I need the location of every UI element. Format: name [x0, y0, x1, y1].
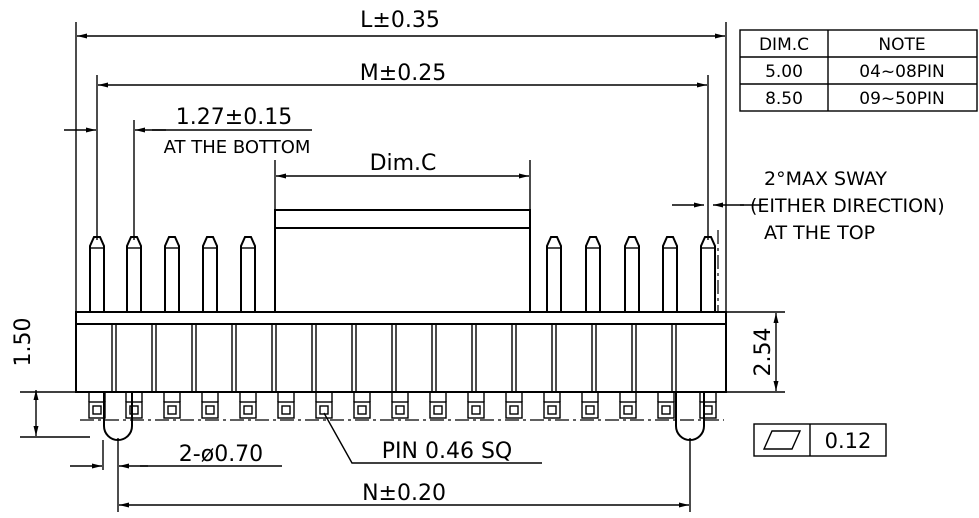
- pin-tail: [277, 392, 295, 419]
- pin-tail: [201, 392, 219, 419]
- pin-tail: [657, 392, 675, 419]
- pin-tip: [624, 236, 640, 312]
- overall-length-label: L±0.35: [360, 8, 440, 33]
- pin-tail: [353, 392, 371, 419]
- mount-span-label: N±0.20: [362, 481, 446, 506]
- pin-tip: [662, 236, 678, 312]
- pitch-note: AT THE BOTTOM: [164, 137, 311, 158]
- pins-bottom: [88, 392, 717, 419]
- table-cell-dim-2: 8.50: [765, 89, 803, 109]
- dim-table: DIM.C NOTE 5.00 04~08PIN 8.50 09~50PIN: [739, 29, 978, 112]
- pin-tip: [202, 236, 218, 312]
- pin-tail: [429, 392, 447, 419]
- sway-note-line1: 2°MAX SWAY: [764, 168, 887, 190]
- pin-tail: [315, 392, 333, 419]
- table-cell-note-1: 04~08PIN: [859, 62, 945, 82]
- pin-tail: [239, 392, 257, 419]
- flatness-icon: [762, 430, 802, 450]
- pin-tail: [391, 392, 409, 419]
- pin-tail: [467, 392, 485, 419]
- sway-note-line2: (EITHER DIRECTION): [750, 195, 945, 217]
- housing-top-block: [274, 209, 531, 313]
- pin-row-span-label: M±0.25: [360, 61, 446, 86]
- housing-body: [75, 311, 727, 393]
- pin-tip: [89, 236, 105, 312]
- pin-tip: [546, 236, 562, 312]
- pin-tip: [700, 236, 716, 312]
- pin-tip: [126, 236, 142, 312]
- standoff-label: 1.50: [11, 318, 36, 367]
- table-header-note: NOTE: [878, 35, 925, 55]
- flatness-value: 0.12: [825, 429, 872, 453]
- body-dim-label: Dim.C: [370, 151, 437, 176]
- pin-tail: [505, 392, 523, 419]
- pin-tail: [125, 392, 143, 419]
- pin-tip: [240, 236, 256, 312]
- pin-tail: [163, 392, 181, 419]
- peg-diameter-label: 2-ø0.70: [179, 442, 263, 467]
- pin-tail: [619, 392, 637, 419]
- dimension-lines: [33, 33, 779, 508]
- pin-tail: [88, 392, 106, 419]
- table-header-dim: DIM.C: [759, 35, 809, 55]
- pin-tip: [585, 236, 601, 312]
- sway-note-line3: AT THE TOP: [764, 222, 875, 244]
- pin-tail: [581, 392, 599, 419]
- pitch-label: 1.27±0.15: [176, 105, 292, 130]
- pins-top: [89, 236, 716, 312]
- table-cell-dim-1: 5.00: [765, 62, 803, 82]
- pin-tail: [699, 392, 717, 419]
- flatness-frame: 0.12: [753, 423, 887, 457]
- body-height-label: 2.54: [751, 328, 776, 377]
- extension-lines: [20, 22, 785, 512]
- locating-pegs: [103, 392, 705, 441]
- pin-size-label: PIN 0.46 SQ: [382, 439, 512, 464]
- pin-tip: [164, 236, 180, 312]
- pin-tail: [543, 392, 561, 419]
- table-cell-note-2: 09~50PIN: [859, 89, 945, 109]
